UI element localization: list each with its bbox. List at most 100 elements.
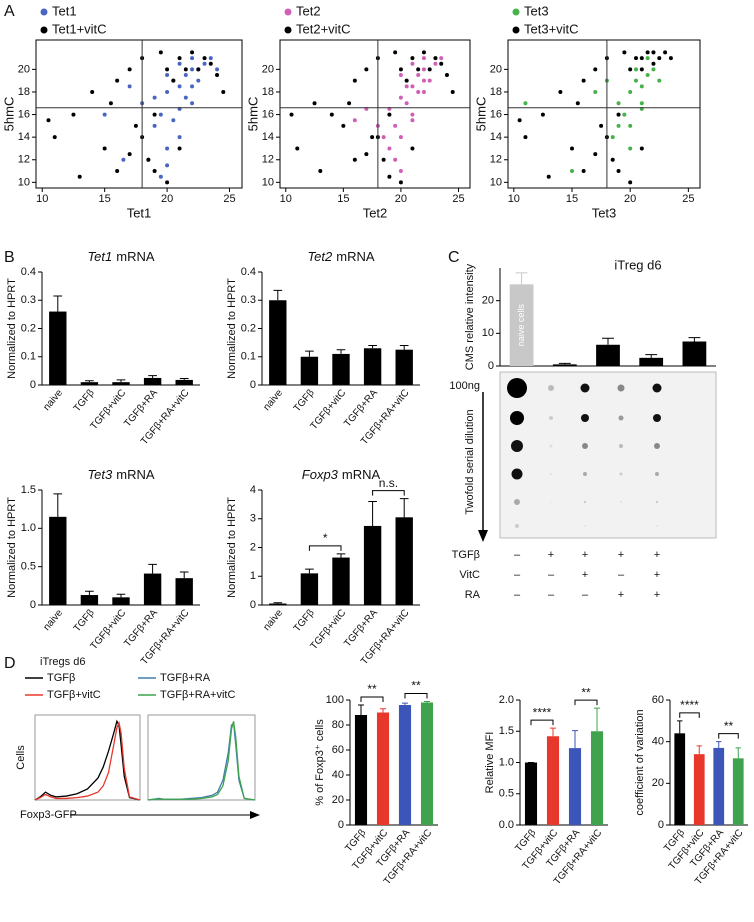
treatment-cell: +	[548, 549, 554, 561]
bar	[269, 300, 287, 385]
legend-label: TGFβ+RA	[160, 672, 211, 684]
chart-title: Tet1 mRNA	[87, 249, 154, 264]
error-bar	[549, 727, 557, 737]
blot-dot	[515, 524, 519, 528]
bar	[49, 516, 67, 605]
scatter-point	[115, 78, 120, 83]
treatment-cell: +	[654, 549, 660, 561]
scatter-point	[593, 67, 598, 72]
x-tick-label: 20	[395, 193, 407, 205]
x-tick-label: 15	[566, 193, 578, 205]
title-text: mRNA	[116, 249, 155, 264]
dot-blot-load-label: 100ng	[449, 380, 480, 392]
bar-inner-label: naive cells	[516, 304, 526, 347]
y-tick-label: 1.0	[21, 522, 36, 534]
error-bar	[336, 553, 346, 558]
y-tick-label: 0	[488, 360, 494, 372]
error-bar	[515, 272, 528, 285]
scatter-point	[152, 123, 157, 128]
blot-dot	[619, 444, 623, 448]
y-tick-label: 0.4	[21, 266, 36, 278]
scatter-point	[439, 61, 444, 66]
scatter-point	[381, 157, 386, 162]
scatter-point	[599, 123, 604, 128]
x-tick-label: 15	[337, 193, 349, 205]
scatter-point	[208, 61, 213, 66]
scatter-point	[546, 174, 551, 179]
scatter-point	[651, 50, 656, 55]
scatter-point	[289, 112, 294, 117]
bar	[112, 597, 130, 605]
scatter-point	[622, 112, 627, 117]
bar	[363, 525, 382, 605]
x-tick-label: TGFβ	[292, 607, 317, 634]
scatter-point	[71, 112, 76, 117]
scatter-point	[381, 135, 386, 140]
scatter-point	[404, 78, 409, 83]
scatter-point	[639, 84, 644, 89]
error-bar	[571, 730, 579, 749]
histogram-curve	[34, 720, 141, 801]
scatter-point	[196, 78, 201, 83]
significance-label: **	[724, 719, 734, 733]
y-tick-label: 0	[250, 599, 256, 611]
scatter-point	[364, 152, 369, 157]
legend-label: TGFβ+RA+vitC	[160, 689, 235, 701]
scatter-point	[352, 78, 357, 83]
blot-dot	[511, 440, 523, 452]
significance-label: ****	[533, 705, 552, 719]
scatter-point	[190, 50, 195, 55]
scatter-point	[433, 61, 438, 66]
scatter-point	[616, 112, 621, 117]
significance-label: ****	[680, 698, 699, 712]
scatter-point	[616, 169, 621, 174]
error-bar	[53, 493, 63, 517]
scatter-point	[581, 78, 586, 83]
legend-label: Tet3+vitC	[524, 21, 579, 36]
bar	[354, 715, 368, 825]
title-gene: Tet1	[87, 249, 112, 264]
scatter-point	[410, 146, 415, 151]
scatter-point	[622, 50, 627, 55]
scatter-point	[398, 67, 403, 72]
legend-label: Tet3	[524, 3, 549, 18]
treatment-cell: +	[618, 589, 624, 601]
scatter-point	[158, 174, 163, 179]
scatter-point	[190, 101, 195, 106]
significance-bracket	[718, 733, 739, 739]
bar	[175, 578, 193, 605]
scatter-point	[610, 135, 615, 140]
y-tick-label: 20	[262, 63, 274, 75]
scatter-point	[398, 73, 403, 78]
significance-bracket	[308, 545, 342, 551]
scatter-point	[295, 146, 300, 151]
scatter-point	[190, 67, 195, 72]
scatter-point	[634, 67, 638, 72]
scatter-point	[593, 152, 598, 157]
scatter-point	[347, 101, 352, 106]
blot-dot	[550, 501, 552, 503]
scatter-point	[668, 56, 673, 61]
significance-bracket	[574, 699, 598, 706]
scatter-point	[663, 50, 668, 55]
y-tick-label: 60	[652, 694, 664, 706]
scatter-point	[165, 67, 170, 72]
histogram-curve	[34, 719, 141, 801]
scatter-point	[427, 78, 432, 83]
scatter-point	[651, 61, 656, 66]
treatment-name: RA	[465, 589, 481, 601]
scatter-point	[183, 73, 188, 78]
scatter-point	[202, 61, 207, 66]
scatter-point	[190, 56, 195, 61]
scatter-point	[639, 67, 644, 72]
blot-dot	[507, 378, 527, 398]
scatter-point	[158, 112, 163, 117]
error-bar	[735, 747, 741, 759]
treatment-cell: +	[654, 589, 660, 601]
x-tick-label: 25	[223, 193, 235, 205]
error-bar	[305, 568, 314, 574]
x-tick-label: 10	[508, 193, 520, 205]
blot-dot	[619, 472, 623, 476]
scatter-point	[387, 174, 392, 179]
